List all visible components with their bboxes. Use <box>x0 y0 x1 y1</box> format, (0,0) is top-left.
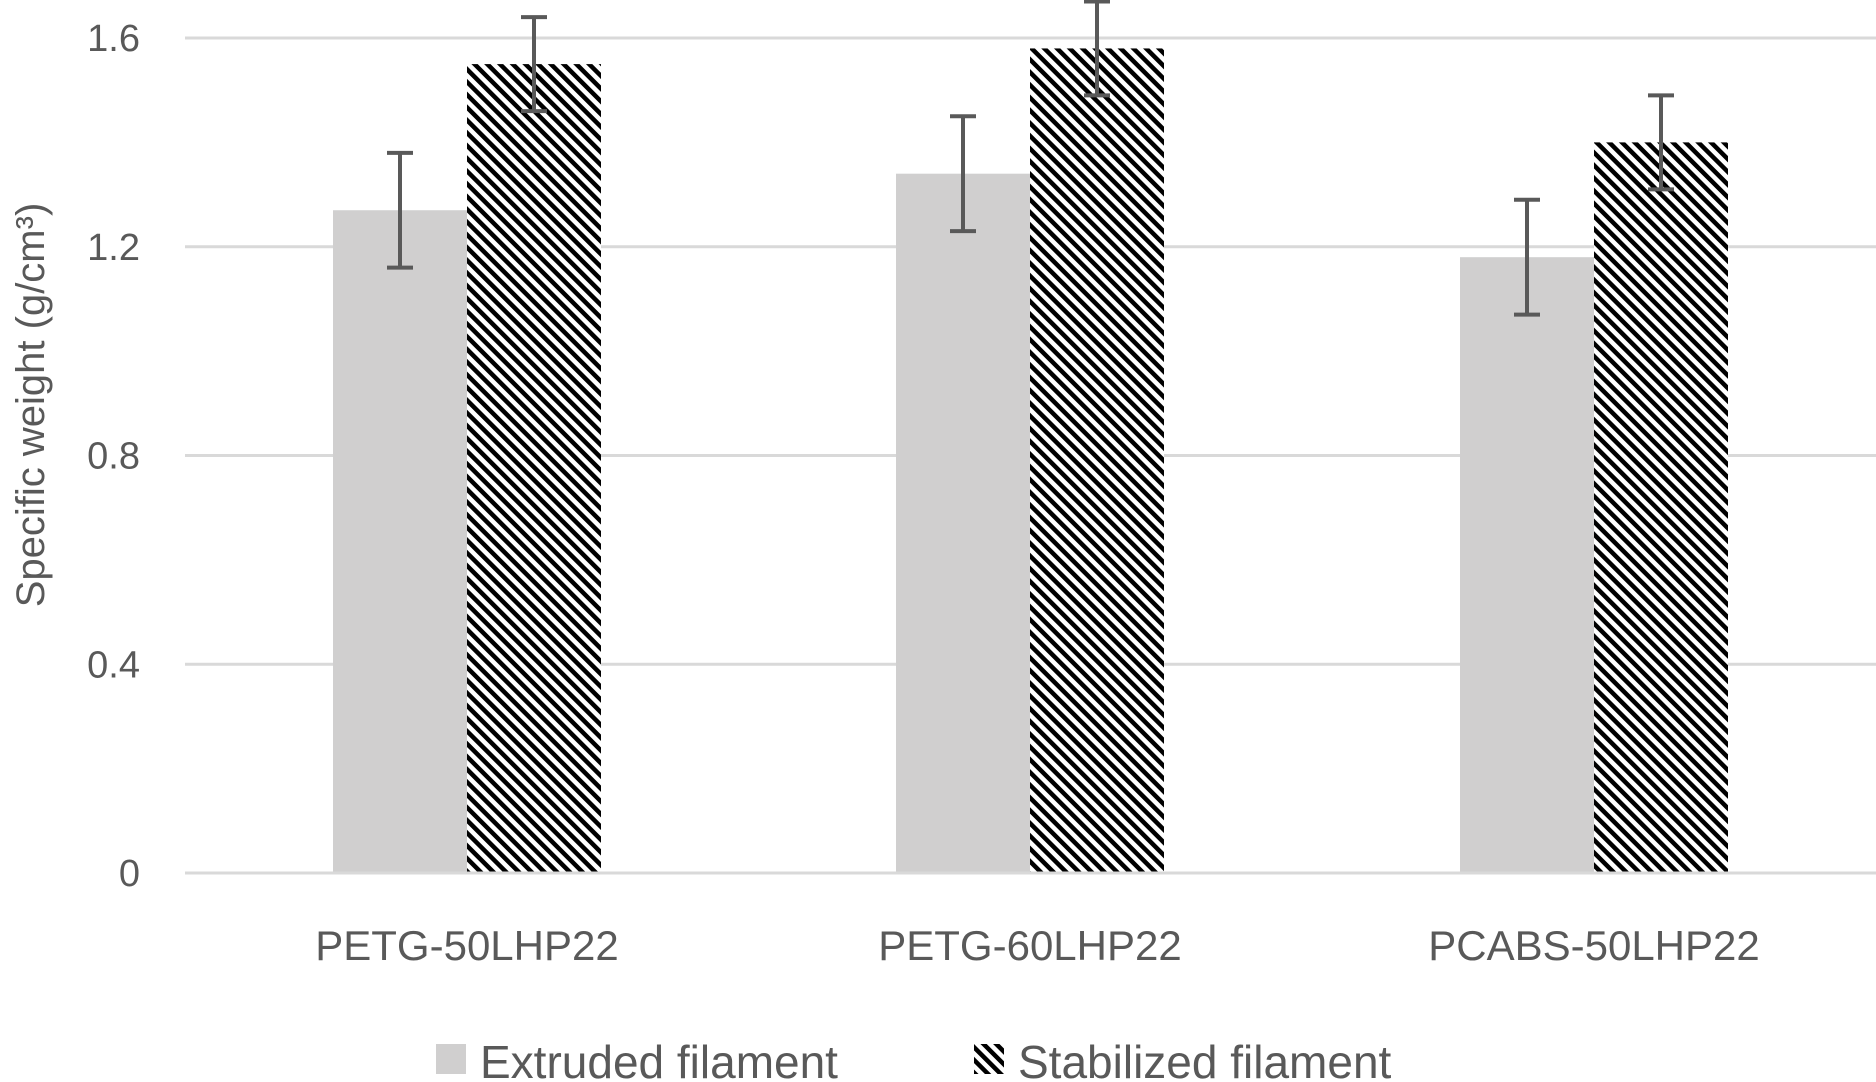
legend-label-stabilized: Stabilized filament <box>1018 1036 1392 1082</box>
bar-extruded <box>333 210 467 873</box>
y-tick-label: 0 <box>119 853 140 895</box>
y-tick-label: 1.2 <box>87 227 140 269</box>
error-bar <box>1648 93 1674 192</box>
legend: Extruded filament Stabilized filament <box>436 1036 1392 1082</box>
error-bar <box>387 150 413 270</box>
bars <box>333 48 1728 873</box>
bar-stabilized <box>1594 142 1728 873</box>
error-bar <box>1084 0 1110 98</box>
legend-swatch-stabilized <box>974 1044 1004 1074</box>
y-tick-label: 1.6 <box>87 18 140 60</box>
legend-swatch-extruded <box>436 1044 466 1074</box>
error-bar <box>1514 197 1540 317</box>
error-bars <box>387 0 1674 317</box>
x-axis-category-labels: PETG-50LHP22 PETG-60LHP22 PCABS-50LHP22 <box>315 922 1760 969</box>
error-bar <box>950 114 976 234</box>
error-bar <box>521 15 547 114</box>
y-tick-label: 0.4 <box>87 644 140 686</box>
legend-label-extruded: Extruded filament <box>480 1036 838 1082</box>
x-category-label: PETG-60LHP22 <box>878 922 1181 969</box>
bar-extruded <box>1460 257 1594 873</box>
bar-stabilized <box>467 64 601 873</box>
x-category-label: PCABS-50LHP22 <box>1428 922 1760 969</box>
x-category-label: PETG-50LHP22 <box>315 922 618 969</box>
y-axis-tick-labels: 0 0.4 0.8 1.2 1.6 <box>87 18 140 895</box>
y-axis-title: Specific weight (g/cm³) <box>9 203 53 608</box>
bar-extruded <box>896 173 1030 873</box>
y-tick-label: 0.8 <box>87 436 140 478</box>
bar-stabilized <box>1030 48 1164 873</box>
